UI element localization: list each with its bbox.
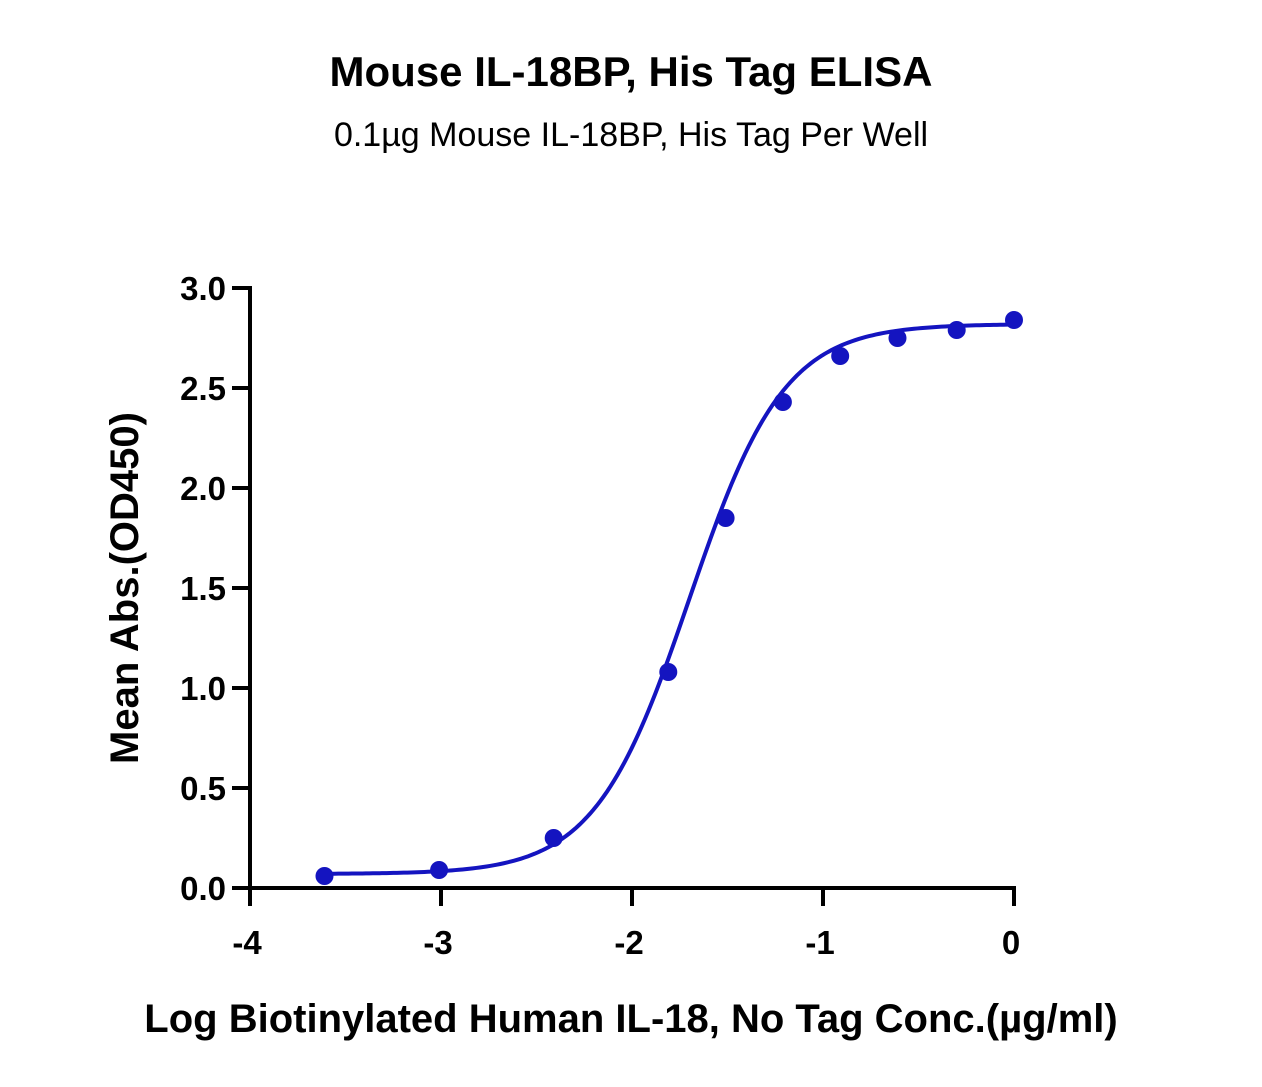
x-axis-label: Log Biotinylated Human IL-18, No Tag Con… xyxy=(144,997,1117,1041)
fit-curve xyxy=(324,322,1015,876)
chart-title: Mouse IL-18BP, His Tag ELISA xyxy=(329,48,933,95)
data-point xyxy=(315,867,334,885)
y-tick-label: 3.0 xyxy=(180,270,226,307)
x-tick-label: -3 xyxy=(423,924,452,961)
data-point xyxy=(716,509,735,527)
x-tick-label: 0 xyxy=(1002,924,1020,961)
data-point xyxy=(888,329,907,347)
data-point xyxy=(544,829,563,847)
y-tick-label: 1.5 xyxy=(180,570,226,607)
chart-subtitle: 0.1µg Mouse IL-18BP, His Tag Per Well xyxy=(333,116,929,154)
y-tick-label: 0.5 xyxy=(180,770,226,807)
y-axis-label: Mean Abs.(OD450) xyxy=(103,412,147,764)
data-points xyxy=(315,311,1023,885)
data-point xyxy=(1005,311,1023,329)
data-point xyxy=(831,347,850,365)
data-point xyxy=(430,861,449,879)
data-point xyxy=(947,321,966,339)
y-tick-label: 2.5 xyxy=(180,370,226,407)
y-tick-label: 0.0 xyxy=(180,870,226,907)
fit-curve-group xyxy=(324,322,1015,876)
data-point xyxy=(773,393,792,411)
x-tick-label: -2 xyxy=(614,924,643,961)
axes: 0.0 0.5 1.0 1.5 2.0 2.5 3.0 -4 -3 -2 -1 0 xyxy=(180,270,1020,961)
x-tick-label: -4 xyxy=(232,924,262,961)
y-tick-label: 2.0 xyxy=(180,470,226,507)
x-tick-label: -1 xyxy=(805,924,834,961)
data-point xyxy=(659,663,678,681)
y-tick-label: 1.0 xyxy=(180,670,226,707)
